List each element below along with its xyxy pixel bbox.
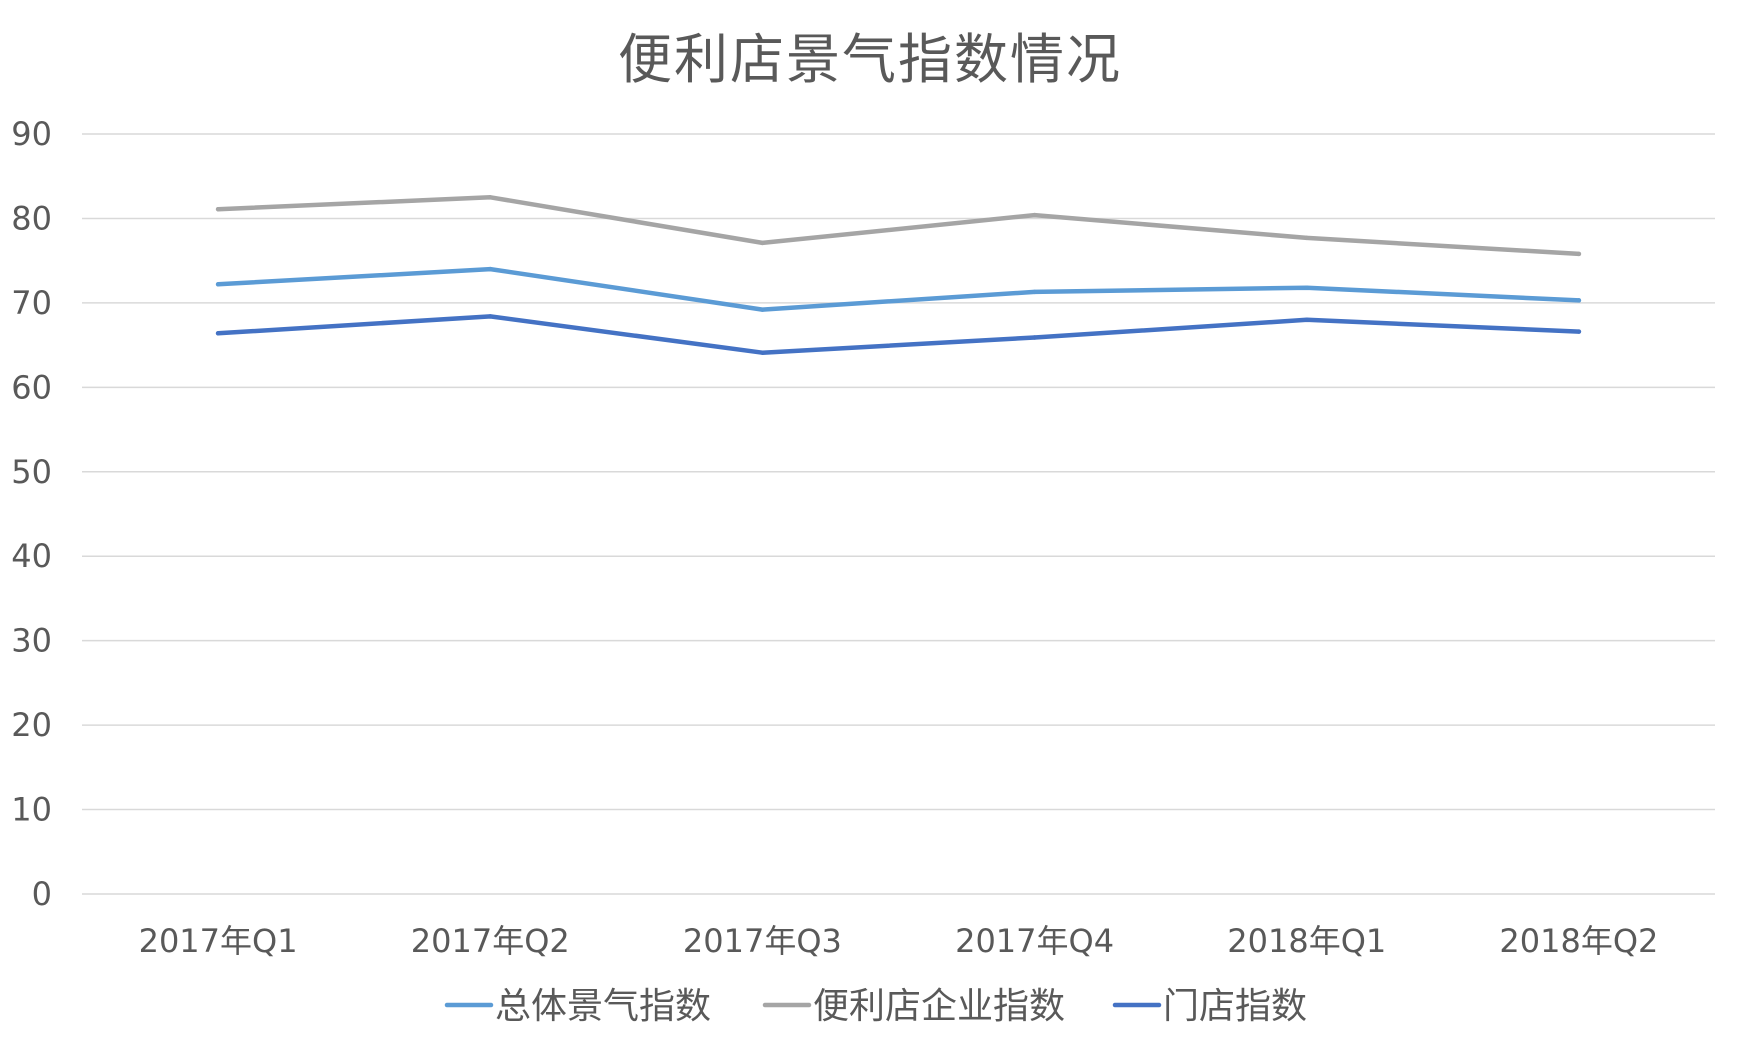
data-point-2-0 xyxy=(215,331,221,336)
legend-label-1: 便利店企业指数 xyxy=(813,986,1065,1027)
data-point-0-2 xyxy=(760,307,765,312)
data-point-1-2 xyxy=(760,240,765,246)
data-point-0-5 xyxy=(1576,298,1582,303)
y-axis-ticks: 0 10 20 30 40 50 60 70 80 90 xyxy=(11,115,52,913)
gridlines xyxy=(82,133,1715,895)
y-tick-label: 60 xyxy=(11,368,52,406)
data-point-0-0 xyxy=(215,282,221,287)
legend: 总体景气指数 便利店企业指数 门店指数 xyxy=(444,986,1307,1027)
data-point-2-4 xyxy=(1304,317,1309,322)
data-point-2-2 xyxy=(760,350,765,355)
x-tick-label: 2017年Q4 xyxy=(955,922,1114,960)
y-tick-label: 20 xyxy=(11,706,52,744)
legend-label-2: 门店指数 xyxy=(1163,986,1307,1027)
data-point-1-3 xyxy=(1032,212,1037,218)
data-point-0-4 xyxy=(1304,285,1309,290)
chart-title: 便利店景气指数情况 xyxy=(618,28,1122,91)
x-tick-label: 2018年Q2 xyxy=(1499,922,1658,960)
data-point-2-3 xyxy=(1032,335,1037,340)
x-tick-label: 2017年Q1 xyxy=(139,922,298,960)
y-tick-label: 0 xyxy=(32,875,52,913)
x-tick-label: 2017年Q3 xyxy=(683,922,842,960)
y-tick-label: 50 xyxy=(11,453,52,491)
series-line-0 xyxy=(215,266,1582,312)
data-point-1-5 xyxy=(1576,251,1582,257)
y-tick-label: 70 xyxy=(11,284,52,322)
x-axis-ticks: 2017年Q1 2017年Q2 2017年Q3 2017年Q4 2018年Q1 2018年… xyxy=(139,922,1659,960)
data-point-1-1 xyxy=(488,195,493,200)
data-point-1-0 xyxy=(215,206,221,212)
data-point-2-1 xyxy=(488,314,493,319)
y-tick-label: 30 xyxy=(11,622,52,660)
data-point-0-3 xyxy=(1032,289,1037,295)
y-tick-label: 40 xyxy=(11,537,52,575)
series-line-2 xyxy=(215,314,1582,355)
data-point-2-5 xyxy=(1576,329,1582,334)
y-tick-label: 80 xyxy=(11,199,52,237)
data-point-0-1 xyxy=(488,266,493,272)
y-tick-label: 90 xyxy=(11,115,52,153)
legend-label-0: 总体景气指数 xyxy=(495,986,711,1027)
y-tick-label: 10 xyxy=(11,791,52,829)
x-tick-label: 2018年Q1 xyxy=(1227,922,1386,960)
series-line-1 xyxy=(215,195,1582,257)
x-tick-label: 2017年Q2 xyxy=(411,922,570,960)
series-lines xyxy=(215,195,1582,355)
data-point-1-4 xyxy=(1304,235,1309,241)
